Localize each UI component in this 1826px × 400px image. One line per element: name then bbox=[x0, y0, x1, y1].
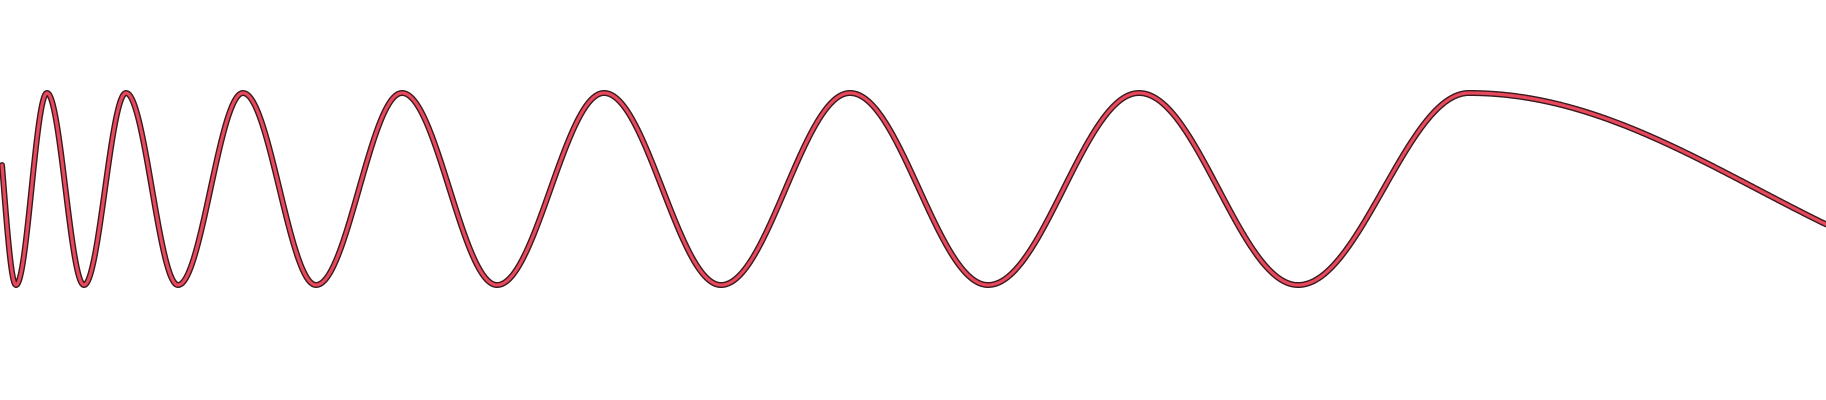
wave-line bbox=[0, 91, 1826, 287]
wave-outline bbox=[0, 90, 1826, 288]
